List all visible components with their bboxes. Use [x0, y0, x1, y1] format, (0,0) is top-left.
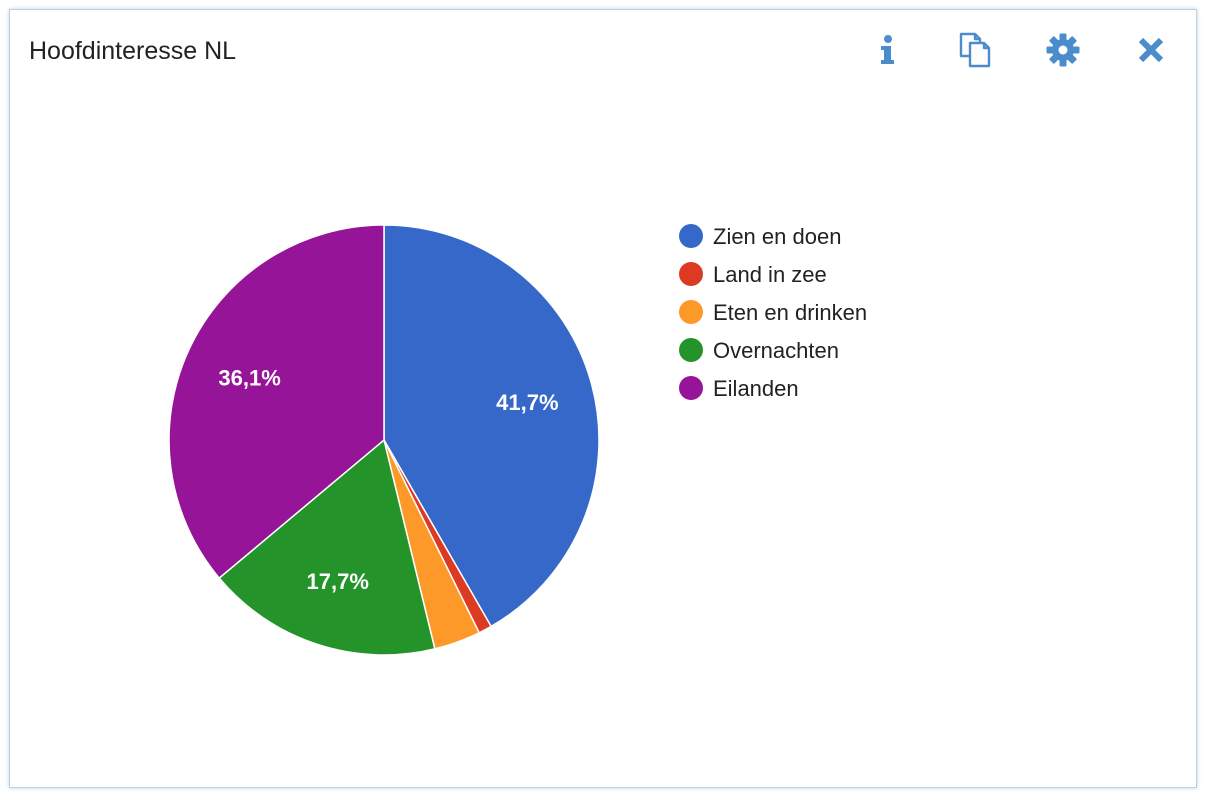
legend-item[interactable]: Land in zee — [679, 262, 827, 287]
pie-slices — [168, 224, 600, 656]
gear-icon — [1046, 33, 1080, 67]
info-button[interactable] — [867, 30, 907, 70]
copy-icon — [959, 32, 991, 68]
legend-item[interactable]: Zien en doen — [679, 224, 841, 249]
close-button[interactable] — [1131, 30, 1171, 70]
slice-label: 17,7% — [307, 569, 369, 594]
legend-marker — [679, 262, 703, 286]
legend-item[interactable]: Overnachten — [679, 338, 839, 363]
slice-label: 36,1% — [218, 365, 280, 390]
legend-label: Eilanden — [713, 376, 799, 401]
legend-label: Land in zee — [713, 262, 827, 287]
copy-button[interactable] — [955, 30, 995, 70]
legend-marker — [679, 224, 703, 248]
settings-button[interactable] — [1043, 30, 1083, 70]
legend-item[interactable]: Eilanden — [679, 376, 799, 401]
legend-marker — [679, 338, 703, 362]
widget-toolbar — [865, 30, 1175, 70]
chart-legend: Zien en doen Land in zee Eten en drinken Ov… — [679, 224, 867, 401]
legend-marker — [679, 376, 703, 400]
info-icon — [881, 35, 894, 64]
slice-labels: 41,7% 17,7% 36,1% — [218, 365, 558, 594]
pie-slice-overnachten[interactable] — [218, 438, 436, 656]
pie-slice-zien-en-doen[interactable] — [383, 224, 600, 628]
legend-label: Zien en doen — [713, 224, 841, 249]
close-icon — [1138, 37, 1164, 63]
legend-label: Eten en drinken — [713, 300, 867, 325]
slice-label: 41,7% — [496, 390, 558, 415]
legend-item[interactable]: Eten en drinken — [679, 300, 867, 325]
widget-title: Hoofdinteresse NL — [29, 37, 237, 65]
legend-marker — [679, 300, 703, 324]
pie-slice-eilanden[interactable] — [168, 224, 385, 580]
legend-label: Overnachten — [713, 338, 839, 363]
